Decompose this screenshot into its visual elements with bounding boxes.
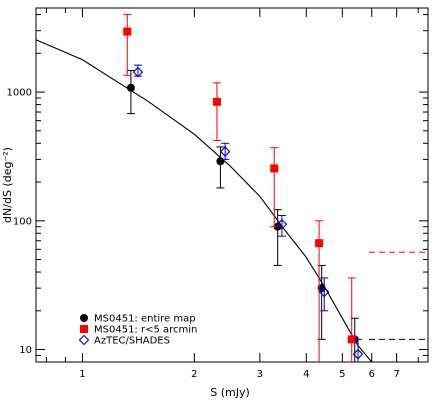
x-tick-label: 7 <box>393 369 399 380</box>
legend-label: AzTEC/SHADES <box>94 336 170 347</box>
y-axis-title: dN/dS (deg⁻²) <box>1 147 14 223</box>
y-tick-label: 100 <box>13 216 32 227</box>
legend-label: MS0451: r<5 arcmin <box>94 325 197 336</box>
data-point-diamond <box>318 286 330 298</box>
legend-marker-square <box>80 325 88 333</box>
model-curve-layer <box>35 39 373 363</box>
axis-ticks: 1 2 3 4 5 6 7 10 100 1000 <box>7 8 428 380</box>
data-point-square <box>212 97 221 106</box>
limit-lines-layer <box>369 251 428 340</box>
x-axis-title: S (mJy) <box>210 386 250 399</box>
data-point-diamond <box>352 348 364 360</box>
data-point-square <box>315 239 324 248</box>
legend-marker-diamond <box>78 334 90 346</box>
y-tick-label: 1000 <box>7 88 32 99</box>
plot-frame <box>35 7 429 363</box>
x-tick-label: 3 <box>257 369 263 380</box>
data-point-diamond <box>276 218 288 230</box>
data-point-circle <box>216 157 225 166</box>
data-point-circle <box>126 83 135 92</box>
x-tick-label: 4 <box>303 369 309 380</box>
model-curve <box>35 39 373 363</box>
x-tick-label: 2 <box>191 369 197 380</box>
y-tick-label: 10 <box>19 345 32 356</box>
x-tick-label: 6 <box>369 369 375 380</box>
x-tick-label: 1 <box>79 369 85 380</box>
data-point-circle <box>317 284 326 293</box>
data-point-diamond <box>132 66 144 78</box>
x-tick-label: 5 <box>339 369 345 380</box>
legend-label: MS0451: entire map <box>94 314 196 325</box>
data-point-square <box>270 164 279 173</box>
data-point-square <box>347 335 356 344</box>
data-point-square <box>123 27 132 36</box>
legend-marker-circle <box>80 314 88 322</box>
data-points-layer <box>123 14 364 362</box>
data-point-diamond <box>219 146 231 157</box>
